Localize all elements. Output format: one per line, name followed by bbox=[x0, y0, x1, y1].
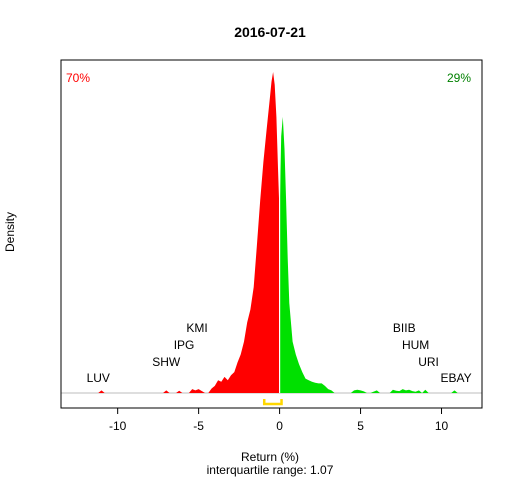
positive-returns-area bbox=[279, 116, 458, 394]
negative-share-label: 70% bbox=[66, 71, 90, 85]
ticker-label-uri: URI bbox=[418, 355, 439, 369]
ticker-label-shw: SHW bbox=[152, 355, 181, 369]
chart-title: 2016-07-21 bbox=[234, 24, 306, 40]
ticker-label-hum: HUM bbox=[402, 338, 429, 352]
ticker-label-ebay: EBAY bbox=[441, 371, 472, 385]
x-axis: -10 -5 0 5 10 bbox=[109, 408, 449, 433]
plot-frame bbox=[60, 59, 483, 409]
x-tick-label: -10 bbox=[109, 419, 127, 433]
x-axis-title: Return (%) bbox=[241, 450, 299, 464]
ticker-label-luv: LUV bbox=[87, 371, 110, 385]
x-tick-label: 10 bbox=[435, 419, 449, 433]
x-tick-label: -5 bbox=[193, 419, 204, 433]
ticker-label-kmi: KMI bbox=[186, 321, 207, 335]
positive-share-label: 29% bbox=[447, 71, 471, 85]
iqr-caption: interquartile range: 1.07 bbox=[207, 463, 334, 477]
negative-returns-area bbox=[98, 72, 280, 393]
x-tick-label: 0 bbox=[276, 419, 283, 433]
iqr-bracket bbox=[262, 399, 283, 406]
ticker-label-ipg: IPG bbox=[174, 338, 195, 352]
y-axis-title: Density bbox=[3, 212, 17, 252]
x-tick-label: 5 bbox=[357, 419, 364, 433]
ticker-label-biib: BIIB bbox=[393, 321, 416, 335]
